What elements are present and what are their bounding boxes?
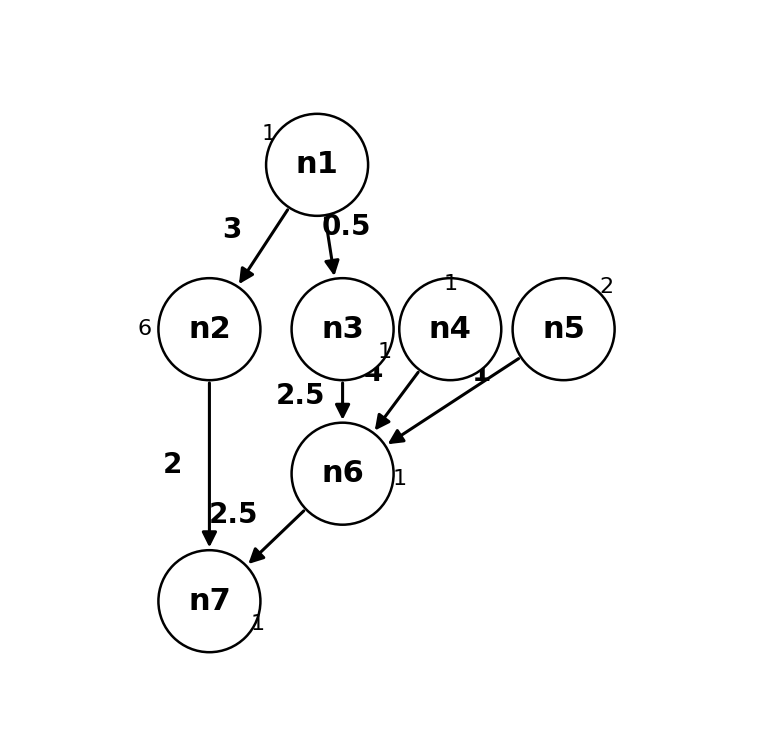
- Text: n5: n5: [542, 315, 585, 344]
- Text: 2.5: 2.5: [209, 500, 258, 528]
- Text: 3: 3: [223, 216, 242, 244]
- Text: n2: n2: [188, 315, 231, 344]
- Text: n1: n1: [296, 150, 339, 180]
- Text: 1: 1: [378, 342, 392, 362]
- Circle shape: [292, 278, 393, 381]
- Circle shape: [292, 422, 393, 525]
- Text: 2: 2: [163, 451, 182, 479]
- Text: 1: 1: [472, 359, 491, 387]
- Text: 1: 1: [262, 124, 276, 144]
- Text: 0.5: 0.5: [322, 213, 372, 241]
- Circle shape: [158, 278, 260, 381]
- Text: n6: n6: [321, 459, 364, 488]
- Circle shape: [399, 278, 502, 381]
- Text: 2: 2: [599, 277, 613, 297]
- Circle shape: [512, 278, 614, 381]
- Text: 6: 6: [137, 319, 151, 339]
- Text: 1: 1: [250, 614, 265, 634]
- Circle shape: [158, 551, 260, 652]
- Text: 2.5: 2.5: [276, 382, 325, 410]
- Text: n7: n7: [188, 587, 231, 616]
- Text: 1: 1: [392, 470, 406, 489]
- Circle shape: [266, 114, 368, 216]
- Text: n4: n4: [429, 315, 472, 344]
- Text: 1: 1: [443, 274, 457, 294]
- Text: 4: 4: [364, 359, 383, 387]
- Text: n3: n3: [321, 315, 364, 344]
